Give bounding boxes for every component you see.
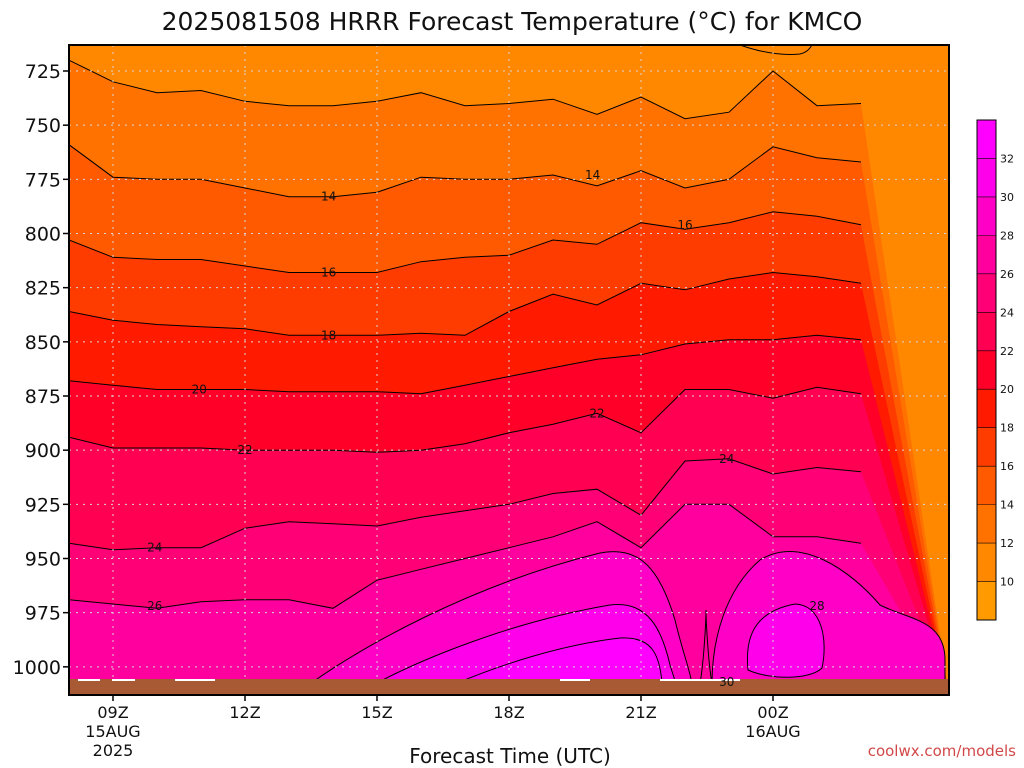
y-tick-label: 925: [25, 494, 61, 516]
colorbar-tick-label: 10: [1000, 576, 1014, 589]
colorbar-segment: [977, 581, 996, 620]
contour-26: [69, 503, 862, 609]
colorbar-tick-label: 30: [1000, 191, 1014, 204]
credit-link[interactable]: coolwx.com/models: [868, 742, 1016, 760]
colorbar-frame: [976, 119, 997, 621]
colorbar-tick-label: 28: [1000, 229, 1014, 242]
colorbar-tick-label: 22: [1000, 345, 1014, 358]
plot-area: [69, 45, 949, 695]
colorbar-segment: [977, 196, 996, 236]
contour-lines: [69, 45, 862, 609]
hot-core-region: [308, 551, 946, 685]
colorbar-segment: [977, 389, 996, 428]
colorbar-segment: [977, 312, 996, 351]
band-30-region-east: [746, 603, 825, 678]
contour-10: [739, 45, 813, 55]
y-tick-label: 975: [25, 603, 61, 625]
contour-label: 20: [192, 383, 207, 397]
colorbar-segment: [977, 158, 996, 197]
contour-label: 18: [321, 328, 336, 342]
band-32-region: [454, 637, 663, 685]
x-tick-date: 16AUG: [745, 722, 800, 741]
contour-labels: 14 14 16 16 18 20 22 22 24 24 26 28 30: [147, 168, 824, 689]
colorbar-tick-label: 20: [1000, 383, 1014, 396]
y-tick-label: 950: [25, 549, 61, 571]
colorbar-segment: [977, 350, 996, 390]
y-tick-label: 825: [25, 278, 61, 300]
colorbar-segment: [977, 504, 996, 544]
chart-title: 2025081508 HRRR Forecast Temperature (°C…: [162, 7, 863, 36]
y-tick-label: 725: [25, 61, 61, 83]
contour-18: [69, 271, 862, 336]
contour-label: 24: [719, 452, 734, 466]
colorbar-segment: [977, 466, 996, 505]
contour-12: [69, 59, 862, 120]
x-tick-label: 18Z: [493, 703, 524, 722]
colorbar-segment: [977, 235, 996, 274]
colorbar-tick-label: 26: [1000, 268, 1014, 281]
colorbar-segment: [977, 273, 996, 313]
contour-24: [69, 458, 862, 551]
contour-label: 24: [147, 541, 162, 555]
y-tick-label: 800: [25, 224, 61, 246]
contour-22: [69, 386, 862, 453]
colorbar-tick-label: 16: [1000, 460, 1014, 473]
y-tick-label: 750: [25, 115, 61, 137]
x-tick-label: 00Z: [757, 703, 788, 722]
colorbar-tick-label: 32: [1000, 152, 1014, 165]
contour-20: [69, 334, 862, 395]
y-axis: 725 750 775 800 825 850 875 900 925 950 975 1000: [13, 61, 69, 679]
contour-label: 16: [677, 218, 692, 232]
contour-label: 22: [237, 443, 252, 457]
contour-label: 26: [147, 599, 162, 613]
contour-14: [69, 144, 862, 198]
contour-21z-dip: [699, 609, 713, 685]
x-axis-title: Forecast Time (UTC): [409, 744, 611, 768]
ground-surface: [69, 679, 949, 695]
x-tick-label: 15Z: [361, 703, 392, 722]
y-tick-label: 875: [25, 386, 61, 408]
y-tick-label: 775: [25, 169, 61, 191]
y-tick-label: 900: [25, 440, 61, 462]
x-tick-label: 09Z: [97, 703, 128, 722]
colorbar-segment: [977, 120, 996, 159]
x-tick-date: 15AUG: [85, 722, 140, 741]
contour-label: 14: [585, 168, 600, 182]
colorbar-tick-label: 18: [1000, 422, 1014, 435]
colorbar: 10 12 14 16 18 20 22 24 26 28 30 32: [976, 119, 1014, 621]
contour-label: 16: [321, 266, 336, 280]
y-tick-label: 1000: [13, 657, 61, 679]
contour-16: [69, 211, 862, 273]
x-tick-year: 2025: [93, 741, 134, 760]
x-tick-label: 21Z: [625, 703, 656, 722]
contour-label: 14: [321, 190, 336, 204]
colorbar-segment: [977, 427, 996, 467]
colorbar-segment: [977, 543, 996, 582]
contour-label: 30: [719, 675, 734, 689]
colorbar-tick-label: 12: [1000, 537, 1014, 550]
contour-label: 28: [809, 599, 824, 613]
y-tick-label: 850: [25, 332, 61, 354]
colorbar-tick-label: 24: [1000, 306, 1014, 319]
x-tick-label: 12Z: [229, 703, 260, 722]
contour-label: 22: [589, 406, 604, 420]
colorbar-tick-label: 14: [1000, 499, 1014, 512]
